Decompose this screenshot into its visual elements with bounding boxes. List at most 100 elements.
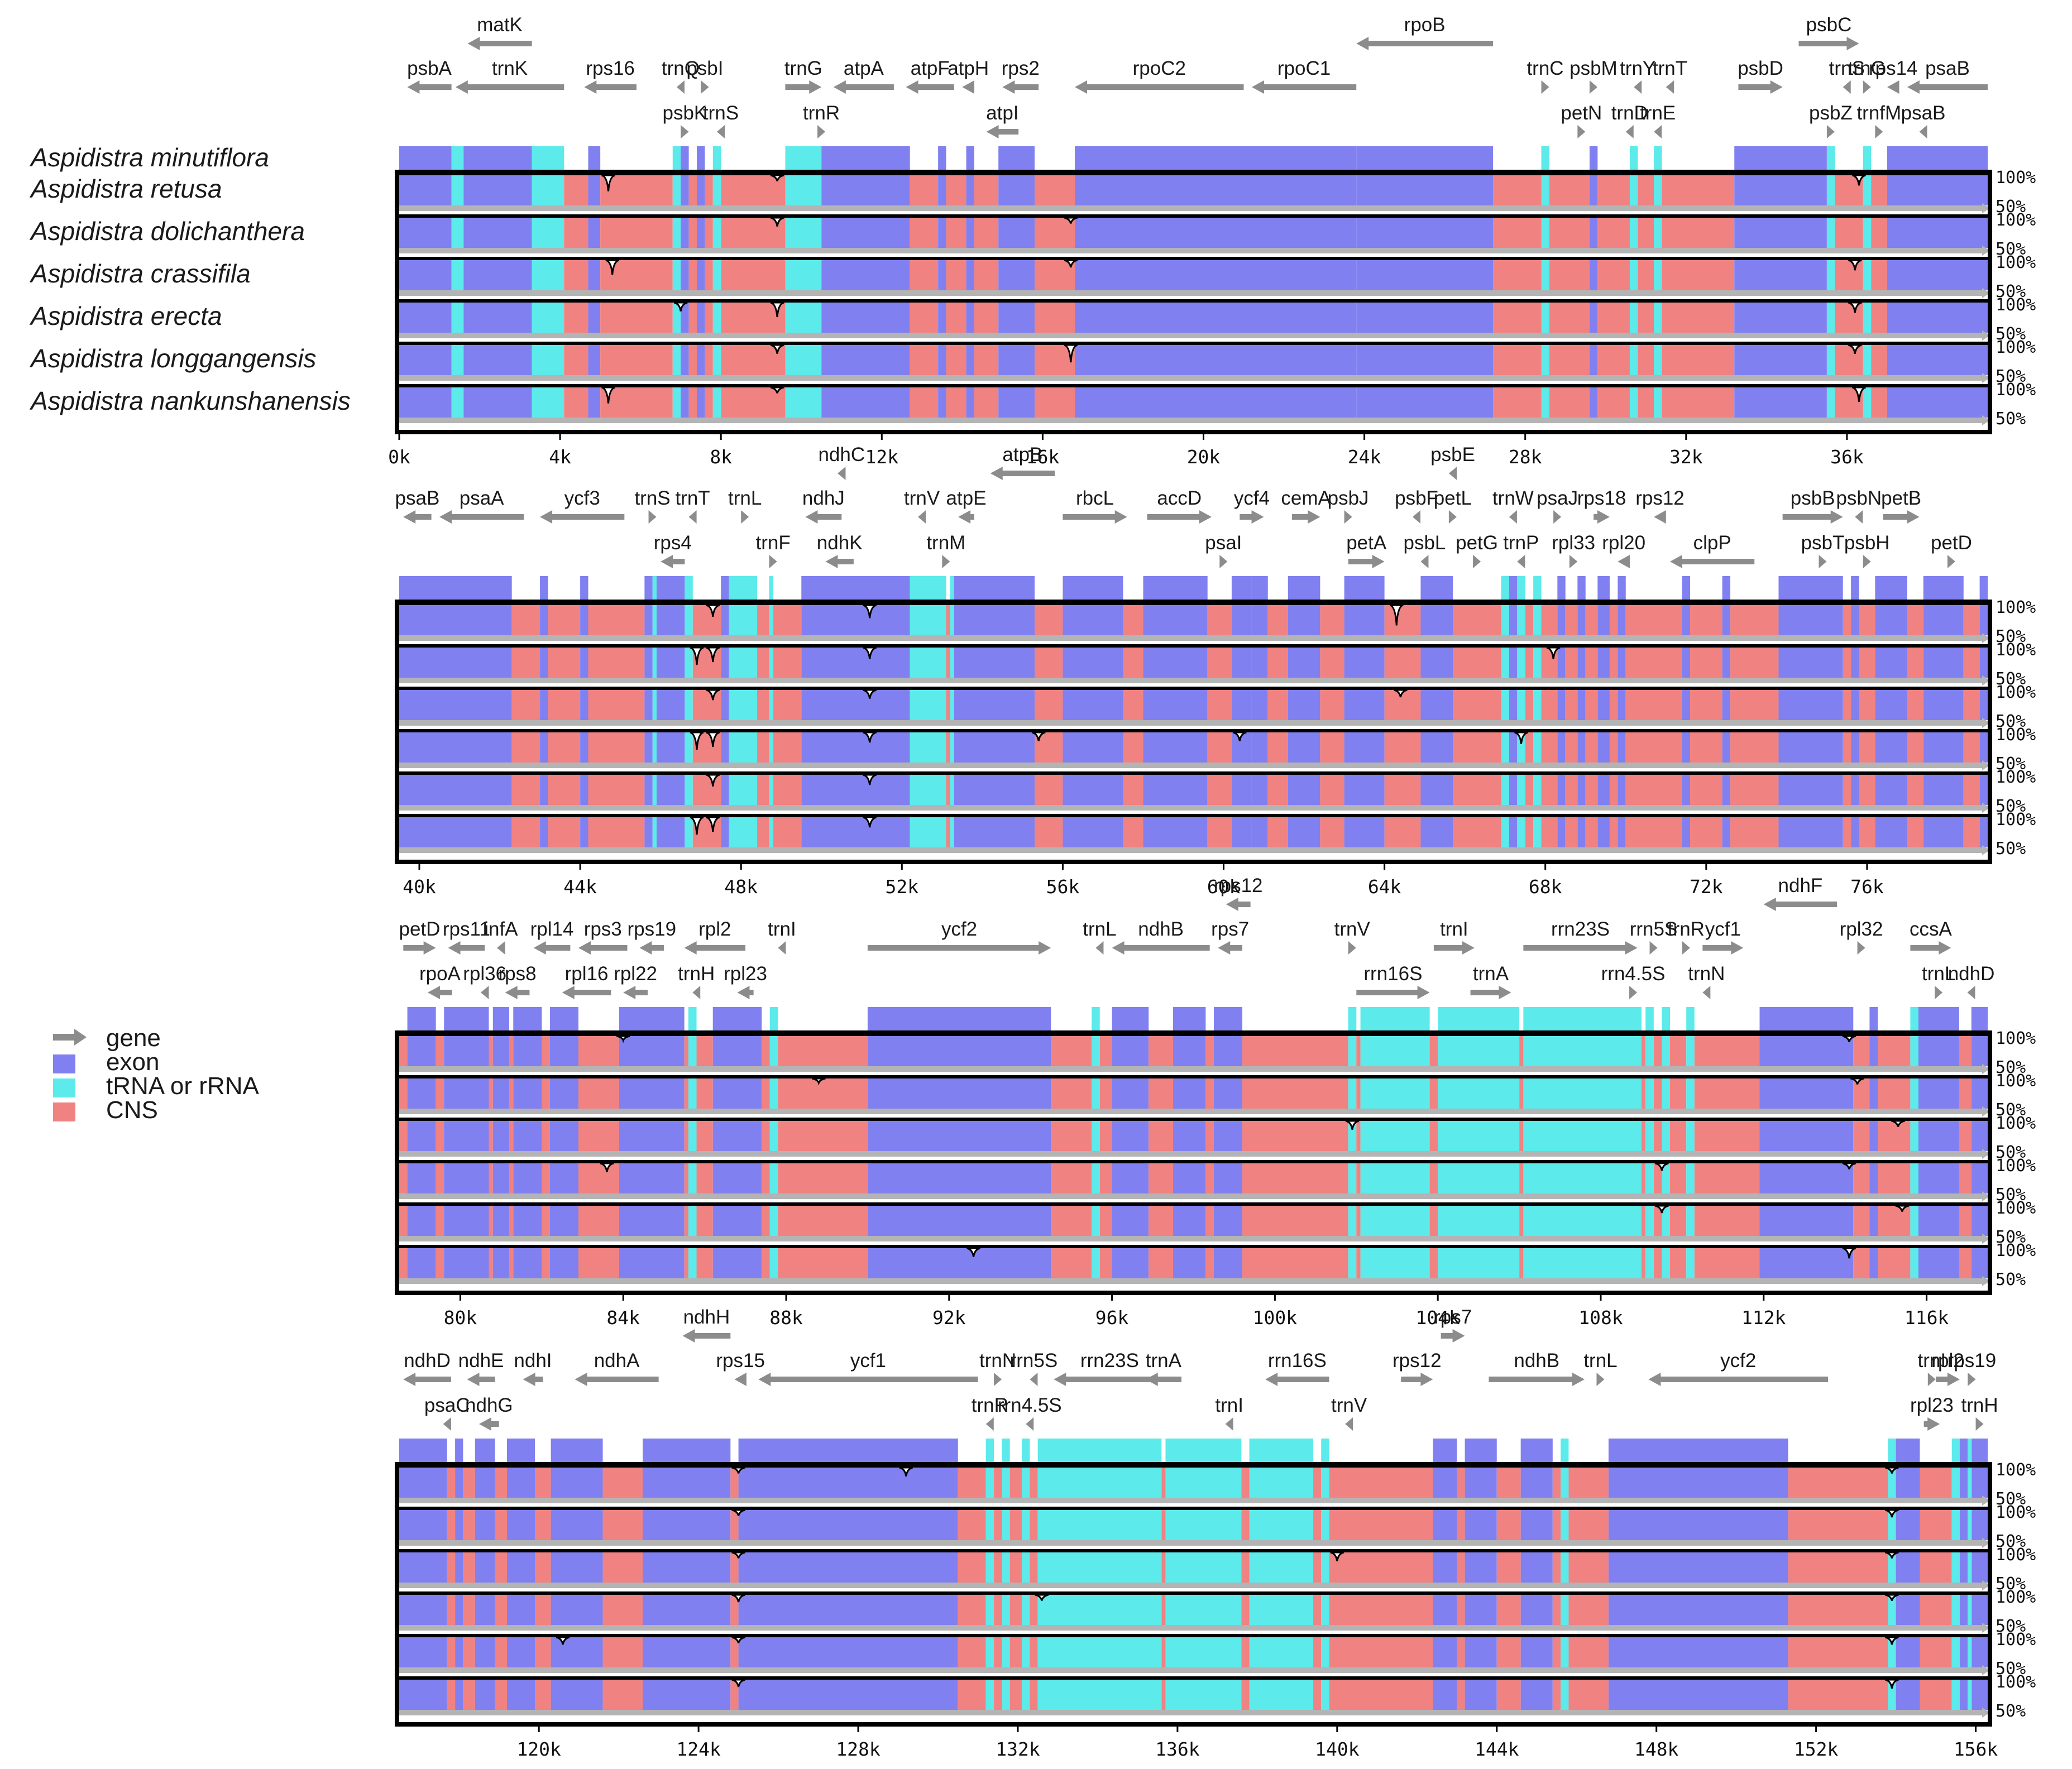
identity-segment bbox=[1541, 732, 1558, 763]
identity-segment bbox=[705, 345, 713, 375]
identity-segment bbox=[399, 387, 452, 418]
identity-segment bbox=[1501, 605, 1509, 635]
gene-label: rps12 bbox=[1214, 875, 1263, 897]
identity-segment bbox=[549, 1248, 578, 1278]
gene-arrow bbox=[1625, 125, 1634, 138]
identity-segment bbox=[946, 775, 950, 805]
identity-segment bbox=[1075, 175, 1357, 205]
identity-segment bbox=[1099, 1206, 1112, 1236]
annotation-block bbox=[1002, 1439, 1010, 1464]
annotation-block bbox=[1321, 1439, 1329, 1464]
baseline-arrow bbox=[1982, 415, 1990, 425]
identity-segment bbox=[1063, 775, 1123, 805]
identity-segment bbox=[958, 1552, 986, 1583]
identity-segment bbox=[1112, 1206, 1149, 1236]
annotation-block bbox=[1863, 146, 1872, 172]
identity-segment bbox=[1778, 817, 1843, 847]
identity-segment bbox=[778, 1036, 868, 1066]
annotation-block bbox=[966, 146, 974, 172]
identity-segment bbox=[1618, 732, 1626, 763]
baseline-bar bbox=[399, 205, 1982, 211]
gene-label: psbD bbox=[1738, 57, 1783, 79]
gene-arrow bbox=[1344, 510, 1352, 524]
identity-segment bbox=[994, 1595, 1002, 1625]
gene-label: petA bbox=[1346, 532, 1387, 554]
identity-segment bbox=[769, 1121, 778, 1151]
identity-label-50: 50% bbox=[1996, 1270, 2026, 1289]
gene-label: rrn16S bbox=[1363, 963, 1422, 985]
identity-segment bbox=[769, 732, 773, 763]
identity-segment bbox=[1241, 1468, 1250, 1498]
gene-label: trnF bbox=[756, 532, 791, 554]
gene-label: ycf2 bbox=[941, 918, 977, 940]
identity-segment bbox=[578, 1078, 619, 1109]
identity-segment bbox=[1561, 1468, 1569, 1498]
identity-segment bbox=[1360, 1206, 1430, 1236]
identity-segment bbox=[1433, 1680, 1457, 1710]
identity-segment bbox=[1320, 817, 1344, 847]
identity-segment bbox=[1313, 1552, 1322, 1583]
identity-segment bbox=[551, 1680, 603, 1710]
baseline-bar bbox=[399, 1710, 1982, 1715]
identity-segment bbox=[1959, 1078, 1971, 1109]
identity-segment bbox=[1561, 1637, 1569, 1667]
identity-segment bbox=[721, 732, 729, 763]
identity-segment bbox=[1608, 1552, 1788, 1583]
gene-label: trnD bbox=[1611, 102, 1648, 124]
annotation-block bbox=[738, 1439, 958, 1464]
identity-segment bbox=[1092, 1163, 1100, 1193]
identity-segment bbox=[1826, 303, 1835, 333]
species-label: Aspidistra nankunshanensis bbox=[29, 386, 351, 415]
gene-label: matK bbox=[477, 14, 523, 36]
annotation-block bbox=[1686, 1007, 1695, 1033]
identity-segment bbox=[451, 303, 464, 333]
identity-segment bbox=[1734, 260, 1827, 290]
identity-segment bbox=[1887, 345, 1988, 375]
identity-segment bbox=[1853, 1206, 1870, 1236]
identity-segment bbox=[1888, 1637, 1896, 1667]
identity-segment bbox=[1609, 775, 1618, 805]
gene-label: psbC bbox=[1806, 14, 1852, 36]
gene-label: trnV bbox=[1331, 1394, 1367, 1416]
identity-segment bbox=[407, 1163, 436, 1193]
annotation-block bbox=[672, 146, 681, 172]
x-tick-label: 52k bbox=[886, 876, 919, 898]
identity-segment bbox=[1356, 303, 1494, 333]
identity-segment bbox=[548, 775, 581, 805]
gene-label: ndhB bbox=[1514, 1350, 1559, 1372]
identity-segment bbox=[1433, 1637, 1457, 1667]
divergence-dip bbox=[1546, 646, 1561, 659]
identity-segment bbox=[1589, 345, 1598, 375]
identity-segment bbox=[551, 1595, 603, 1625]
identity-segment bbox=[463, 1510, 475, 1540]
identity-segment bbox=[1690, 690, 1722, 720]
annotation-block bbox=[580, 576, 588, 602]
identity-segment bbox=[910, 648, 946, 678]
identity-segment bbox=[1112, 1248, 1149, 1278]
identity-segment bbox=[1112, 1036, 1149, 1066]
identity-segment bbox=[938, 303, 946, 333]
identity-segment bbox=[1561, 1680, 1569, 1710]
identity-segment bbox=[1149, 1163, 1174, 1193]
identity-segment bbox=[1641, 1206, 1646, 1236]
identity-segment bbox=[692, 775, 721, 805]
identity-segment bbox=[1161, 1552, 1166, 1583]
gene-label: ndhH bbox=[683, 1306, 730, 1328]
gene-arrow bbox=[403, 941, 436, 955]
identity-segment bbox=[1618, 690, 1626, 720]
identity-segment bbox=[1249, 1680, 1313, 1710]
annotation-block bbox=[1979, 576, 1988, 602]
identity-segment bbox=[1496, 1552, 1521, 1583]
identity-segment bbox=[785, 345, 822, 375]
identity-segment bbox=[507, 1468, 535, 1498]
identity-segment bbox=[1063, 732, 1123, 763]
identity-label-100: 100% bbox=[1996, 1029, 2036, 1048]
divergence-dip bbox=[770, 217, 784, 227]
gene-arrow bbox=[942, 555, 950, 568]
gene-label: psbJ bbox=[1328, 487, 1369, 509]
gene-label: rpl16 bbox=[565, 963, 609, 985]
baseline-arrow bbox=[1982, 803, 1990, 813]
gene-label: trnI bbox=[1917, 1350, 1946, 1372]
baseline-bar bbox=[399, 847, 1982, 853]
identity-label-50: 50% bbox=[1996, 1659, 2026, 1679]
